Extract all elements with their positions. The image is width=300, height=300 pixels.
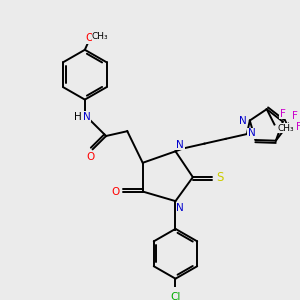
Text: N: N: [176, 203, 184, 213]
Text: F: F: [280, 109, 286, 119]
Text: Cl: Cl: [170, 292, 181, 300]
Text: F: F: [292, 111, 298, 121]
Text: N: N: [239, 116, 247, 125]
Text: O: O: [85, 33, 94, 43]
Text: O: O: [112, 187, 120, 196]
Text: CH₃: CH₃: [92, 32, 109, 41]
Text: S: S: [216, 171, 224, 184]
Text: N: N: [83, 112, 91, 122]
Text: F: F: [296, 122, 300, 132]
Text: N: N: [248, 128, 256, 138]
Text: CH₃: CH₃: [278, 124, 294, 133]
Text: O: O: [86, 152, 95, 162]
Text: H: H: [74, 112, 82, 122]
Text: N: N: [176, 140, 184, 150]
